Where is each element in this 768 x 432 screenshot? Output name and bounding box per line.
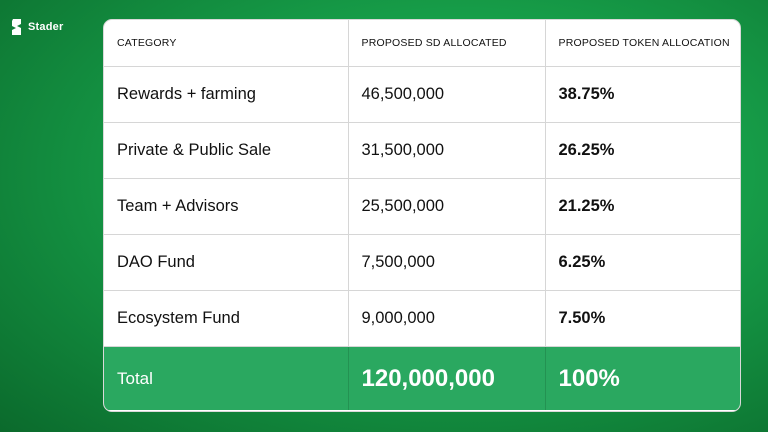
cell-sd-allocated: 9,000,000 (348, 290, 546, 347)
cell-category: Ecosystem Fund (104, 290, 349, 347)
cell-sd-allocated: 25,500,000 (348, 178, 546, 235)
allocation-table: CATEGORY PROPOSED SD ALLOCATED PROPOSED … (104, 20, 740, 410)
total-row: Total 120,000,000 100% (104, 346, 740, 410)
header-category: CATEGORY (104, 20, 349, 67)
allocation-table-card: CATEGORY PROPOSED SD ALLOCATED PROPOSED … (103, 19, 741, 412)
cell-token-allocation: 7.50% (545, 290, 740, 347)
table-row: Private & Public Sale 31,500,000 26.25% (104, 122, 740, 179)
total-token-allocation: 100% (545, 346, 740, 410)
cell-sd-allocated: 46,500,000 (348, 66, 546, 123)
cell-category: Private & Public Sale (104, 122, 349, 179)
cell-category: Rewards + farming (104, 66, 349, 123)
brand-name: Stader (28, 21, 64, 33)
table-header-row: CATEGORY PROPOSED SD ALLOCATED PROPOSED … (104, 20, 740, 67)
header-sd-allocated: PROPOSED SD ALLOCATED (348, 20, 546, 67)
cell-sd-allocated: 7,500,000 (348, 234, 546, 291)
table-row: Ecosystem Fund 9,000,000 7.50% (104, 290, 740, 347)
cell-category: Team + Advisors (104, 178, 349, 235)
table-row: Rewards + farming 46,500,000 38.75% (104, 66, 740, 123)
table-row: Team + Advisors 25,500,000 21.25% (104, 178, 740, 235)
header-token-allocation: PROPOSED TOKEN ALLOCATION (545, 20, 740, 67)
cell-token-allocation: 26.25% (545, 122, 740, 179)
cell-token-allocation: 21.25% (545, 178, 740, 235)
total-label: Total (104, 346, 349, 410)
cell-token-allocation: 6.25% (545, 234, 740, 291)
total-sd-allocated: 120,000,000 (348, 346, 546, 410)
brand: Stader (11, 19, 63, 35)
cell-token-allocation: 38.75% (545, 66, 740, 123)
table-row: DAO Fund 7,500,000 6.25% (104, 234, 740, 291)
cell-sd-allocated: 31,500,000 (348, 122, 546, 179)
cell-category: DAO Fund (104, 234, 349, 291)
stader-logo-icon (12, 19, 21, 35)
